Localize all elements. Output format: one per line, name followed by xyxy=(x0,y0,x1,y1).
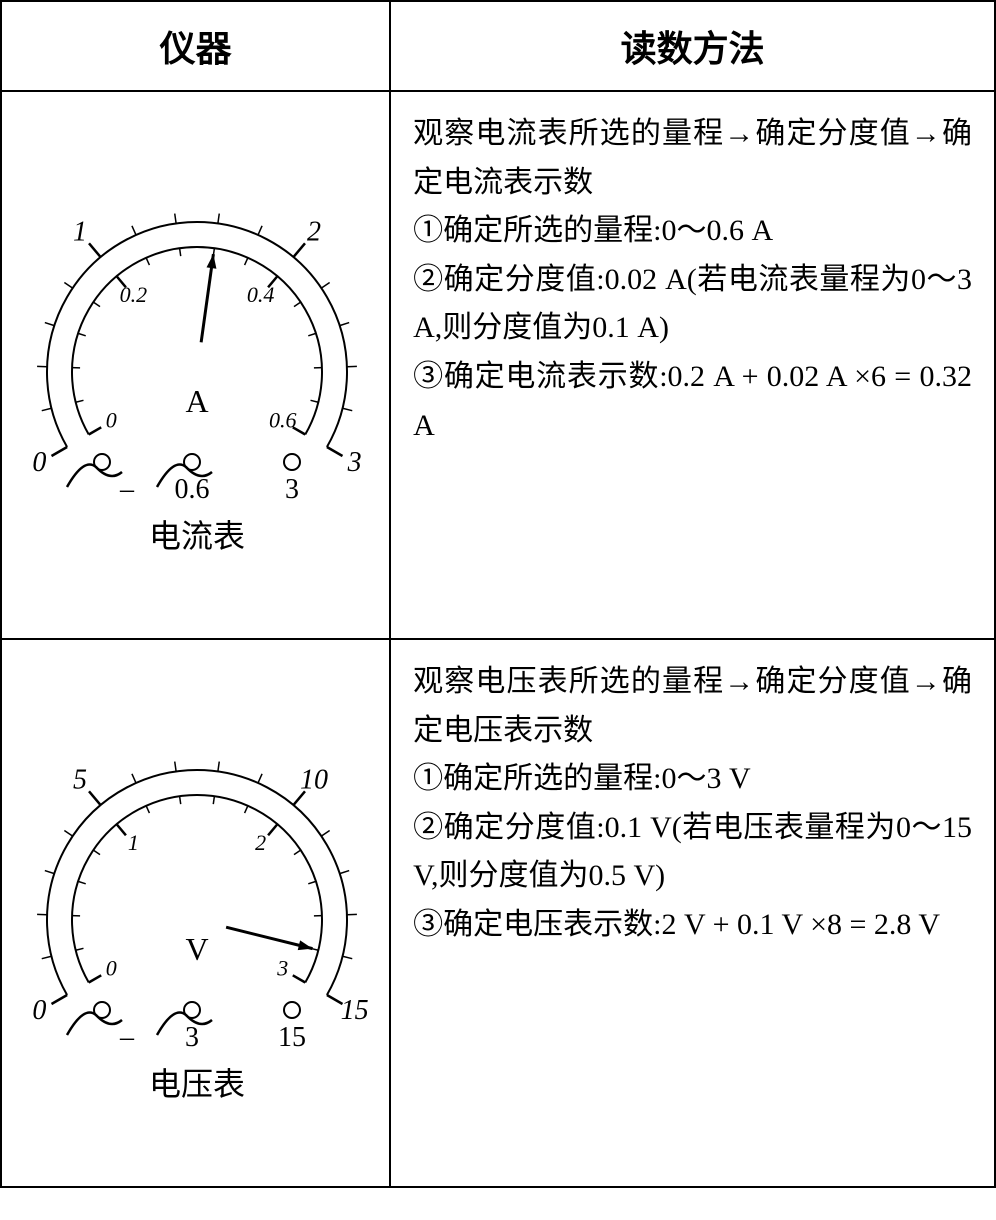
svg-text:3: 3 xyxy=(285,474,299,505)
svg-text:2: 2 xyxy=(307,217,321,248)
svg-text:15: 15 xyxy=(341,995,369,1026)
ammeter-step1: ①确定所选的量程:0～0.6 A xyxy=(413,207,773,256)
voltmeter-step3: ③确定电压表示数:2 V + 0.1 V ×8 = 2.8 V xyxy=(413,901,940,950)
voltmeter-step1: ①确定所选的量程:0～3 V xyxy=(413,755,751,804)
svg-text:–: – xyxy=(119,474,135,505)
svg-text:0.2: 0.2 xyxy=(120,282,148,307)
voltmeter-text-cell: 观察电压表所选的量程→确定分度值→确定电压表示数 ①确定所选的量程:0～3 V … xyxy=(390,639,995,1187)
svg-text:–: – xyxy=(119,1022,135,1053)
svg-text:3: 3 xyxy=(185,1022,199,1053)
svg-text:2: 2 xyxy=(255,830,266,855)
ammeter-diagram-cell: 0 1 2 3 0 0.2 0.4 0.6 A – 0.6 3 电流表 xyxy=(1,91,390,639)
svg-text:10: 10 xyxy=(300,765,328,796)
voltmeter-svg: 0 5 10 15 0 1 2 3 V – 3 15 电压表 xyxy=(2,640,392,1188)
voltmeter-step2: ②确定分度值:0.1 V(若电压表量程为0～15 V,则分度值为0.5 V) xyxy=(413,804,972,901)
svg-text:1: 1 xyxy=(128,830,139,855)
svg-text:0.6: 0.6 xyxy=(269,408,297,433)
header-instrument: 仪器 xyxy=(1,1,390,91)
svg-text:A: A xyxy=(185,383,208,419)
svg-text:电流表: 电流表 xyxy=(149,518,245,554)
table-header-row: 仪器 读数方法 xyxy=(1,1,995,91)
voltmeter-intro: 观察电压表所选的量程→确定分度值→确定电压表示数 xyxy=(413,658,972,755)
ammeter-step3: ③确定电流表示数:0.2 A + 0.02 A ×6 = 0.32 A xyxy=(413,353,972,450)
svg-text:0.6: 0.6 xyxy=(175,474,210,505)
voltmeter-row: 0 5 10 15 0 1 2 3 V – 3 15 电压表 观察电压表所选的量程→确定分度值→确定电压… xyxy=(1,639,995,1187)
ammeter-step2: ②确定分度值:0.02 A(若电流表量程为0～3 A,则分度值为0.1 A) xyxy=(413,256,972,353)
svg-text:0: 0 xyxy=(106,956,117,981)
svg-text:电压表: 电压表 xyxy=(149,1066,245,1102)
meter-reading-table: 仪器 读数方法 0 1 2 3 0 0.2 0.4 0.6 A – 0.6 3 电流表 观察电流表所选的… xyxy=(0,0,996,1188)
svg-text:0.4: 0.4 xyxy=(247,282,275,307)
svg-text:0: 0 xyxy=(32,995,46,1026)
svg-text:V: V xyxy=(185,931,208,967)
svg-text:3: 3 xyxy=(276,956,288,981)
svg-text:0: 0 xyxy=(106,408,117,433)
svg-text:1: 1 xyxy=(73,217,87,248)
svg-text:5: 5 xyxy=(73,765,87,796)
voltmeter-diagram-cell: 0 5 10 15 0 1 2 3 V – 3 15 电压表 xyxy=(1,639,390,1187)
ammeter-text-cell: 观察电流表所选的量程→确定分度值→确定电流表示数 ①确定所选的量程:0～0.6 … xyxy=(390,91,995,639)
header-method: 读数方法 xyxy=(390,1,995,91)
ammeter-row: 0 1 2 3 0 0.2 0.4 0.6 A – 0.6 3 电流表 观察电流表所选的量程→确定分度值… xyxy=(1,91,995,639)
ammeter-intro: 观察电流表所选的量程→确定分度值→确定电流表示数 xyxy=(413,110,972,207)
svg-text:15: 15 xyxy=(278,1022,306,1053)
svg-text:0: 0 xyxy=(32,447,46,478)
ammeter-svg: 0 1 2 3 0 0.2 0.4 0.6 A – 0.6 3 电流表 xyxy=(2,92,392,640)
svg-text:3: 3 xyxy=(347,447,362,478)
